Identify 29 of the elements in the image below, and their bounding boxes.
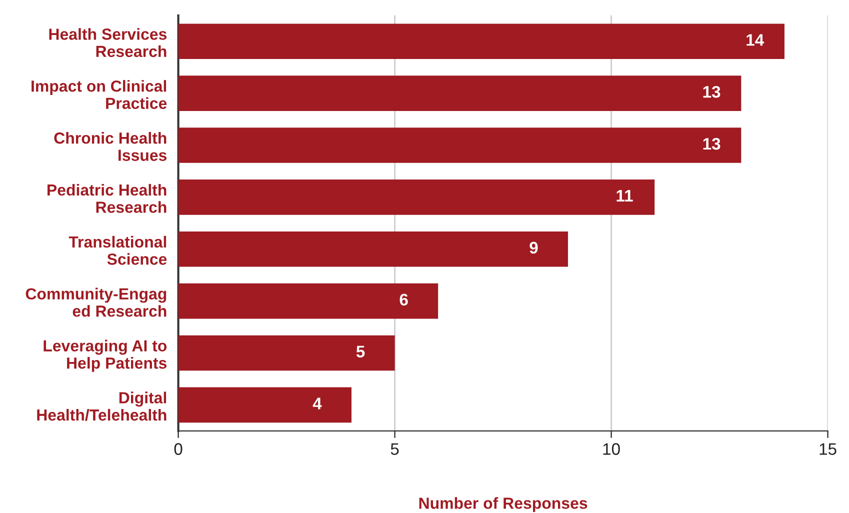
y-tick-label: Impact on Clinical Practice: [32, 80, 167, 110]
x-axis-title: Number of Responses: [419, 497, 588, 512]
data-label: 11: [616, 190, 633, 202]
bar: [178, 180, 655, 215]
data-label: 13: [703, 86, 720, 98]
bar: [178, 24, 784, 60]
data-label: 5: [356, 346, 365, 358]
data-label: 4: [312, 398, 322, 410]
y-tick-label: Health Services Research: [49, 28, 167, 58]
bar: [178, 335, 395, 371]
x-tick-label: 15: [820, 443, 836, 455]
data-label: 9: [530, 242, 538, 254]
y-tick-label: Community-Engag ed Research: [26, 288, 166, 317]
y-tick-label: Pediatric Health Research: [48, 184, 166, 213]
y-tick-label: Chronic Health Issues: [54, 132, 167, 161]
data-label: 14: [746, 34, 764, 46]
x-tick-label: 0: [174, 443, 182, 455]
x-tick-label: 5: [390, 443, 399, 455]
data-label: 13: [703, 138, 720, 150]
bar: [178, 128, 742, 163]
bar: [178, 387, 352, 423]
x-tick-label: 10: [603, 443, 620, 455]
y-tick-label: Digital Health/Telehealth: [37, 392, 166, 421]
y-tick-label: Translational Science: [68, 236, 167, 265]
bar: [178, 76, 742, 111]
bar: [178, 283, 438, 319]
bar: [178, 231, 568, 267]
y-tick-label: Leveraging AI to Help Patients: [44, 340, 167, 372]
data-label: 6: [400, 294, 408, 306]
